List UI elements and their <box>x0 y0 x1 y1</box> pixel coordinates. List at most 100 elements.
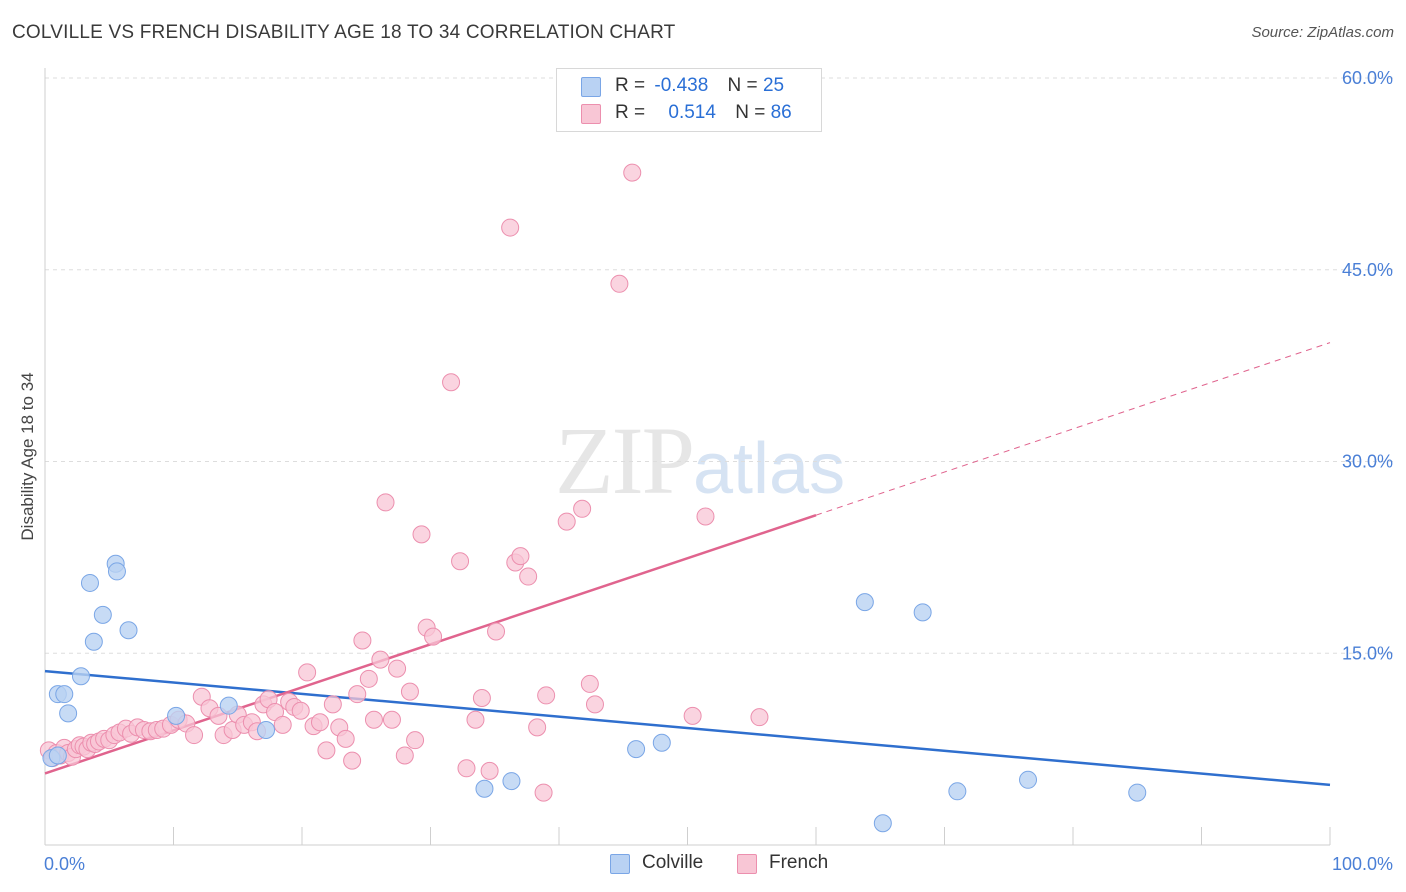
french-point <box>487 622 506 641</box>
french-point <box>683 706 702 725</box>
french-swatch <box>581 104 601 124</box>
colville-legend-swatch <box>610 854 630 874</box>
french-point <box>323 695 342 714</box>
colville-point <box>627 740 646 759</box>
colville-r-label: R = <box>615 75 646 96</box>
french-point <box>273 715 292 734</box>
watermark-atlas: atlas <box>693 429 846 509</box>
x-tick-label: 100.0% <box>1332 854 1393 874</box>
french-point <box>353 631 372 650</box>
colville-trend-line <box>44 669 1331 787</box>
colville-point <box>59 704 78 723</box>
y-tick-label: 45.0% <box>1342 260 1393 280</box>
colville-point <box>48 746 67 765</box>
y-axis-title: Disability Age 18 to 34 <box>18 372 37 540</box>
colville-n-value: 25 <box>762 75 785 96</box>
correlation-legend: R = -0.438 N = 25 R = 0.514 N = 86 <box>556 68 822 132</box>
french-point <box>185 726 204 745</box>
french-point <box>348 685 367 704</box>
colville-point <box>1128 783 1147 802</box>
french-point <box>336 729 355 748</box>
french-point <box>451 552 470 571</box>
colville-point <box>219 696 238 715</box>
colville-n-label: N = <box>727 75 758 96</box>
french-point <box>310 713 329 732</box>
watermark: ZIPatlas <box>555 405 845 516</box>
colville-point <box>1019 770 1038 789</box>
french-legend-swatch <box>737 854 757 874</box>
source-label: Source: ZipAtlas.com <box>1251 24 1394 41</box>
axes <box>44 68 1331 846</box>
grid <box>45 77 1395 654</box>
colville-legend-label: Colville <box>642 852 704 873</box>
french-point <box>511 547 530 566</box>
colville-point <box>855 593 874 612</box>
french-r-label: R = <box>615 102 646 123</box>
french-point <box>528 718 547 737</box>
french-point <box>388 659 407 678</box>
colville-point <box>257 720 276 739</box>
french-point <box>424 627 443 646</box>
data-points <box>39 163 1147 833</box>
french-point <box>382 710 401 729</box>
french-point <box>610 274 629 293</box>
french-point <box>400 682 419 701</box>
french-point <box>573 499 592 518</box>
french-point <box>585 695 604 714</box>
french-n-value: 86 <box>770 102 792 123</box>
french-point <box>406 731 425 750</box>
colville-point <box>93 605 112 624</box>
colville-point <box>475 779 494 798</box>
colville-point <box>107 562 126 581</box>
french-point <box>343 751 362 770</box>
french-point <box>457 759 476 778</box>
colville-point <box>948 782 967 801</box>
french-point <box>472 688 491 707</box>
y-tick-label: 30.0% <box>1342 452 1393 472</box>
french-point <box>364 710 383 729</box>
colville-point <box>167 706 186 725</box>
french-legend-label: French <box>769 852 829 873</box>
french-point <box>376 493 395 512</box>
french-n-label: N = <box>735 102 766 123</box>
french-point <box>580 674 599 693</box>
french-point <box>395 746 414 765</box>
french-point <box>442 373 461 392</box>
french-point <box>317 741 336 760</box>
colville-point <box>502 772 521 791</box>
french-point <box>501 218 520 237</box>
french-point <box>371 650 390 669</box>
colville-point <box>80 573 99 592</box>
watermark-zip: ZIP <box>555 407 695 514</box>
french-point <box>623 163 642 182</box>
french-point <box>537 686 556 705</box>
colville-point <box>119 621 138 640</box>
french-point <box>557 512 576 531</box>
colville-r-value: -0.438 <box>654 75 709 96</box>
french-trend-extension <box>815 342 1331 516</box>
y-tick-label: 60.0% <box>1342 68 1393 88</box>
x-tick-label: 0.0% <box>44 854 85 874</box>
french-point <box>519 567 538 586</box>
chart-title: COLVILLE VS FRENCH DISABILITY AGE 18 TO … <box>12 22 676 43</box>
french-point <box>466 710 485 729</box>
french-point <box>750 708 769 727</box>
colville-point <box>652 733 671 752</box>
french-point <box>534 783 553 802</box>
colville-point <box>55 685 74 704</box>
tick-labels: 15.0% 30.0% 45.0% 60.0% 0.0% 100.0% Disability… <box>18 68 1393 874</box>
french-r-value: 0.514 <box>668 102 716 123</box>
colville-point <box>913 603 932 622</box>
french-point <box>359 669 378 688</box>
french-point <box>480 761 499 780</box>
french-point <box>298 663 317 682</box>
colville-swatch <box>581 77 601 97</box>
y-tick-label: 15.0% <box>1342 643 1393 663</box>
colville-point <box>873 814 892 833</box>
french-point <box>412 525 431 544</box>
french-point <box>291 701 310 720</box>
colville-point <box>71 667 90 686</box>
colville-point <box>84 632 103 651</box>
french-point <box>696 507 715 526</box>
